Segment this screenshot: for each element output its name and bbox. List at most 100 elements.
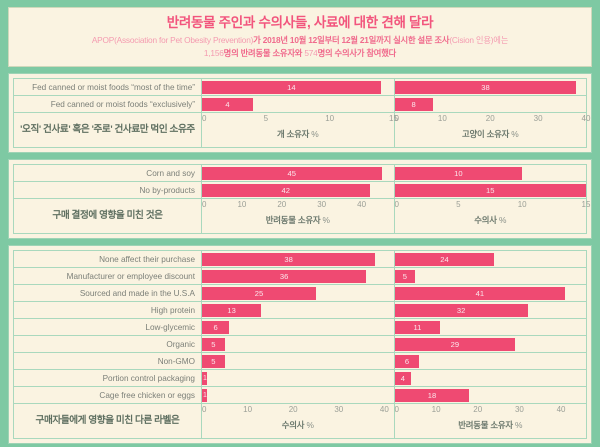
axis-tick: 10: [243, 405, 253, 415]
category-label: Corn and soy: [13, 164, 202, 183]
axis-tick: 40: [581, 114, 591, 124]
axis-row: '오직' 건사료' 혹은 '주로' 건사료만 먹인 소유주 0 5 10 15 개 소유자…: [13, 112, 590, 149]
chart-panel: None affect their purchase 38 24 Manufactur…: [8, 245, 592, 445]
bar-track: 18: [394, 387, 587, 403]
bar: 4: [394, 371, 412, 385]
axis-tick: 20: [277, 200, 287, 210]
axis-tick: 20: [288, 405, 298, 415]
axis-label-text: 개 소유자: [276, 129, 310, 140]
axis-tick: 30: [334, 405, 344, 415]
bar-cell: 10: [393, 164, 587, 183]
axis-tick: 5: [456, 200, 461, 210]
axis-label: 반려동물 소유자 %: [202, 214, 394, 226]
bar-cell: 1: [201, 369, 395, 388]
x-axis: 0 10 20 30 40 반려동물 소유자 %: [395, 404, 587, 438]
bar-cell: 45: [201, 164, 395, 183]
table-row: Organic 5 29: [13, 335, 587, 354]
table-row: High protein 13 32: [13, 301, 587, 320]
bar: 5: [394, 269, 416, 283]
category-label: High protein: [13, 301, 202, 320]
axis-label-text: 수의사: [281, 420, 305, 431]
axis-label: 수의사 %: [202, 419, 394, 431]
subtitle-source: (Cision 인용)에는: [449, 35, 509, 46]
bar-track: 42: [202, 182, 394, 198]
bar-track: 5: [394, 268, 587, 284]
page-title: 반려동물 주인과 수의사들, 사료에 대한 견해 달라: [166, 15, 434, 30]
subtitle-vet-count: 574: [304, 47, 318, 58]
bar-track: 1: [202, 387, 394, 403]
axis-label: 반려동물 소유자 %: [395, 419, 587, 431]
axis-row: 구매자들에게 영향을 미친 다른 라벨은 0 10 20 30 40 수의사 % 0 10 20 3…: [13, 403, 587, 440]
bar-cell: 24: [393, 250, 587, 269]
bar-track: 25: [202, 285, 394, 301]
axis-label-unit: %: [496, 215, 507, 226]
bar-track: 45: [202, 165, 394, 181]
bar: 8: [394, 97, 433, 111]
page-subtitle: APOP(Association for Pet Obesity Prevent…: [19, 34, 581, 59]
category-label: Cage free chicken or eggs: [13, 386, 202, 405]
axis-cell: 0 5 10 15 수의사 %: [393, 198, 590, 235]
bar-cell: 14: [201, 78, 395, 97]
chart-title: '오직' 건사료' 혹은 '주로' 건사료만 먹인 소유주: [13, 112, 202, 149]
axis-tick: 40: [357, 200, 367, 210]
axis-cell: 0 10 20 30 40 반려동물 소유자 %: [201, 198, 395, 235]
bar-track: 1: [202, 370, 394, 386]
bar: 6: [394, 354, 420, 368]
bar-cell: 42: [201, 181, 395, 200]
category-label: No by-products: [13, 181, 202, 200]
bar-track: 13: [202, 302, 394, 318]
axis-tick: 20: [485, 114, 495, 124]
axis-label-unit: %: [512, 420, 523, 431]
table-row: No by-products 42 15: [13, 181, 587, 200]
table-row: Fed canned or moist foods “exclusively” 4…: [13, 95, 587, 114]
category-label: Sourced and made in the U.S.A: [13, 284, 202, 303]
bar-track: 38: [202, 251, 394, 267]
subtitle-period: 가 2018년 10월 12일부터 12월 21일까지 실시한 설문 조사: [253, 35, 450, 46]
axis-cell: 0 10 20 30 40 수의사 %: [201, 403, 395, 440]
bar-cell: 6: [393, 352, 587, 371]
category-label: Organic: [13, 335, 202, 354]
bar-cell: 1: [201, 386, 395, 405]
bar-track: 5: [202, 353, 394, 369]
bar-track: 38: [394, 79, 587, 95]
bar: 10: [394, 166, 523, 180]
axis-label-text: 수의사: [474, 215, 497, 226]
bar: 18: [394, 388, 470, 402]
bar: 38: [202, 252, 376, 266]
axis-label-unit: %: [320, 215, 330, 226]
bar-cell: 25: [201, 284, 395, 303]
bar: 5: [202, 337, 225, 351]
axis-tick: 15: [581, 200, 591, 210]
bar: 4: [202, 97, 254, 111]
axis-label-unit: %: [309, 129, 319, 140]
bar: 15: [394, 183, 586, 197]
axis-tick: 10: [437, 114, 447, 124]
axis-cell: 0 5 10 15 개 소유자 %: [201, 112, 398, 149]
bar-track: 5: [202, 336, 394, 352]
bar-cell: 13: [201, 301, 395, 320]
bar-cell: 41: [393, 284, 587, 303]
category-label: Portion control packaging: [13, 369, 202, 388]
bar: 1: [202, 371, 207, 385]
bar-track: 24: [394, 251, 587, 267]
bar-cell: 36: [201, 267, 395, 286]
chart-panel: Corn and soy 45 10 No by-products 42 15 구매 결정에…: [8, 159, 592, 240]
bar-cell: 32: [393, 301, 587, 320]
category-label: Manufacturer or employee discount: [13, 267, 202, 286]
x-axis: 0 10 20 30 40 반려동물 소유자 %: [202, 199, 394, 233]
table-row: Low-glycemic 6 11: [13, 318, 587, 337]
bar-cell: 15: [393, 181, 587, 200]
bar-cell: 4: [201, 95, 395, 114]
table-row: Corn and soy 45 10: [13, 164, 587, 183]
bar: 6: [202, 320, 230, 334]
axis-tick: 40: [379, 405, 389, 415]
subtitle-owner-count: 1,156: [203, 47, 224, 58]
bar: 42: [202, 183, 370, 197]
bar-track: 32: [394, 302, 587, 318]
bar-track: 14: [202, 79, 394, 95]
bar: 41: [394, 286, 566, 300]
bar: 36: [202, 269, 367, 283]
axis-tick: 0: [202, 200, 207, 210]
axis-label: 고양이 소유자 %: [395, 128, 587, 140]
chart-grid: Fed canned or moist foods “most of the t…: [13, 78, 590, 149]
